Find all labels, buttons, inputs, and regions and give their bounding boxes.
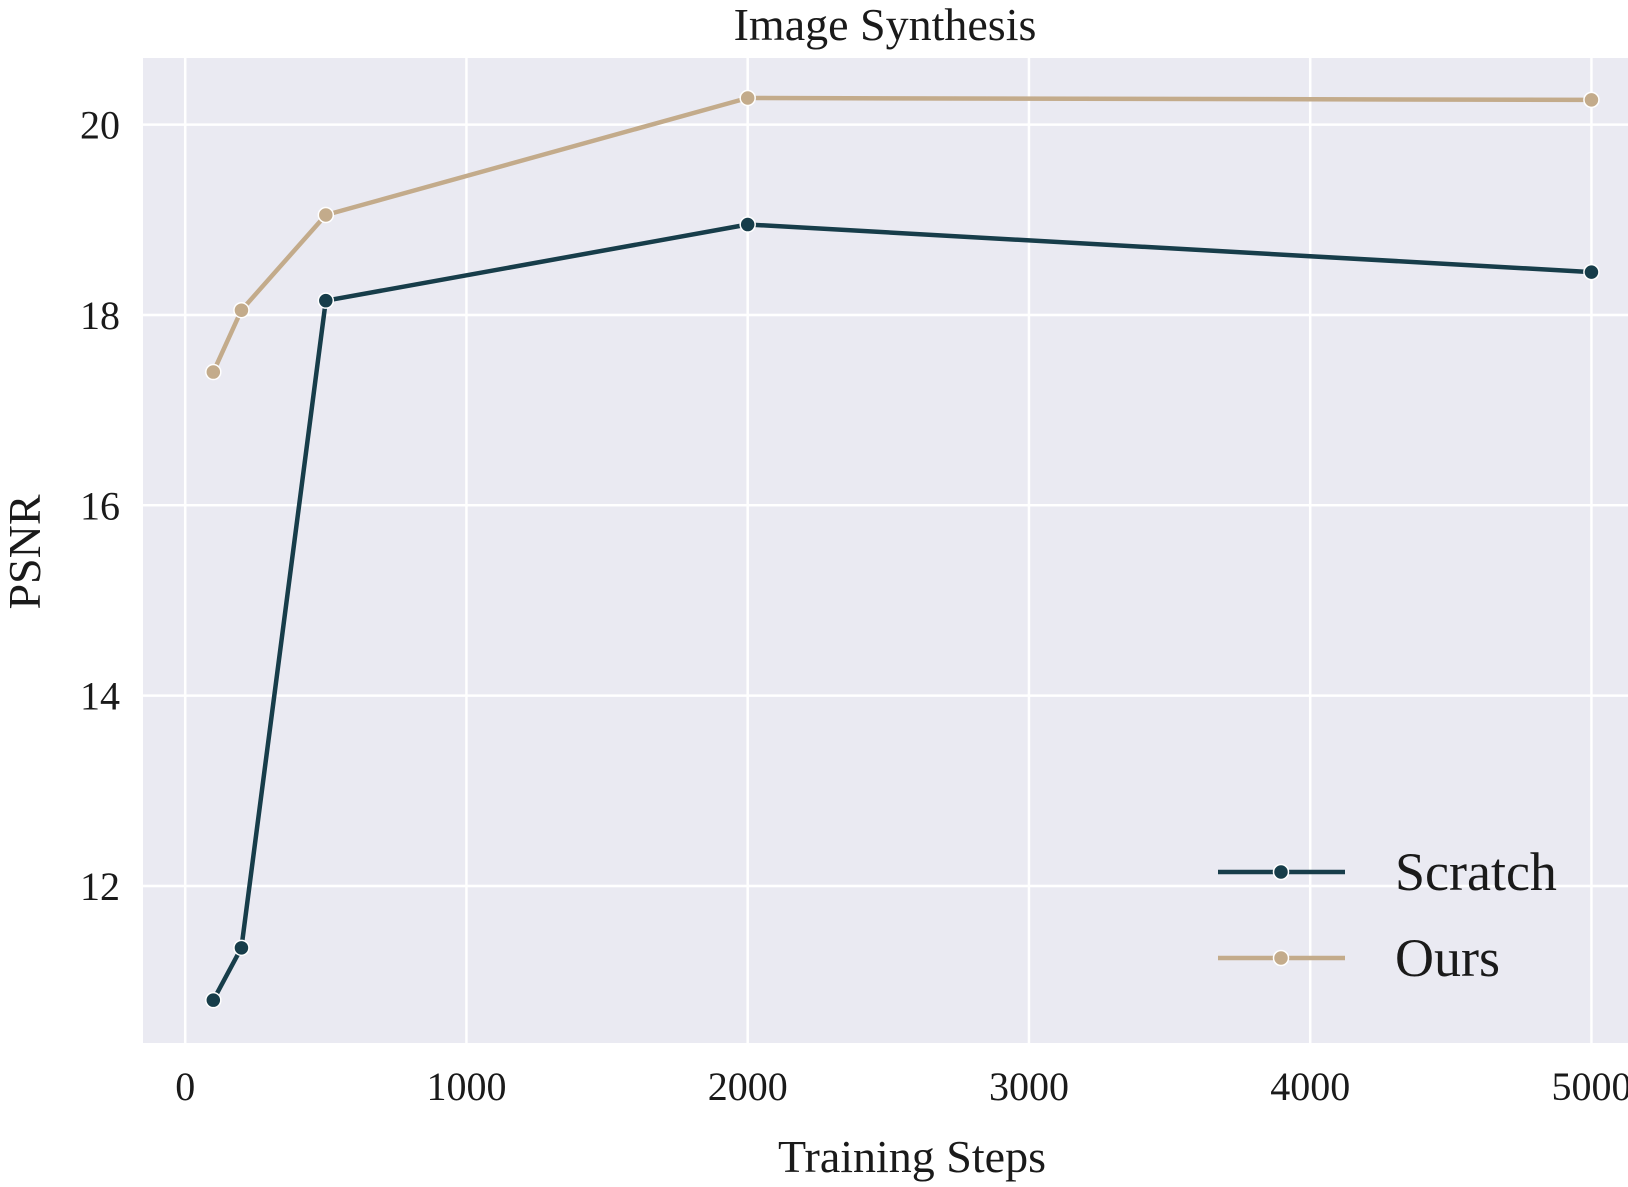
legend-item-ours: Ours (1218, 928, 1500, 988)
data-point-ours (739, 89, 756, 107)
data-point-scratch (205, 991, 222, 1009)
y-tick-label: 16 (80, 483, 120, 528)
x-tick-label: 5000 (1551, 1064, 1628, 1109)
x-tick-labels: 0 1000 2000 3000 4000 5000 (175, 1064, 1628, 1109)
legend-item-scratch: Scratch (1218, 842, 1557, 902)
y-tick-label: 18 (80, 293, 120, 338)
data-point-ours (233, 301, 250, 319)
legend-label: Ours (1395, 928, 1500, 988)
y-tick-labels: 12 14 16 18 20 (80, 103, 120, 909)
x-tick-label: 1000 (426, 1064, 506, 1109)
x-tick-label: 2000 (708, 1064, 788, 1109)
y-tick-label: 14 (80, 674, 120, 719)
y-tick-label: 20 (80, 103, 120, 148)
y-tick-label: 12 (80, 864, 120, 909)
data-point-ours (317, 206, 335, 224)
y-axis-label: PSNR (0, 494, 50, 609)
series-scratch (205, 216, 1600, 1009)
plot-background (143, 58, 1628, 1043)
data-point-scratch (233, 939, 250, 957)
x-axis-label: Training Steps (778, 1131, 1046, 1182)
legend-swatch-marker (1272, 949, 1290, 967)
chart-title: Image Synthesis (734, 0, 1037, 50)
legend: Scratch Ours (1218, 842, 1557, 988)
x-tick-label: 4000 (1270, 1064, 1350, 1109)
data-point-ours (1583, 91, 1600, 109)
legend-swatch-marker (1272, 863, 1290, 881)
series-layer (205, 89, 1600, 1009)
legend-label: Scratch (1395, 842, 1557, 902)
data-point-scratch (317, 292, 335, 309)
data-point-scratch (1583, 263, 1600, 281)
x-tick-label: 0 (175, 1064, 195, 1109)
data-point-scratch (739, 216, 756, 233)
data-point-ours (205, 363, 222, 381)
x-tick-label: 3000 (989, 1064, 1069, 1109)
series-ours (205, 89, 1600, 381)
